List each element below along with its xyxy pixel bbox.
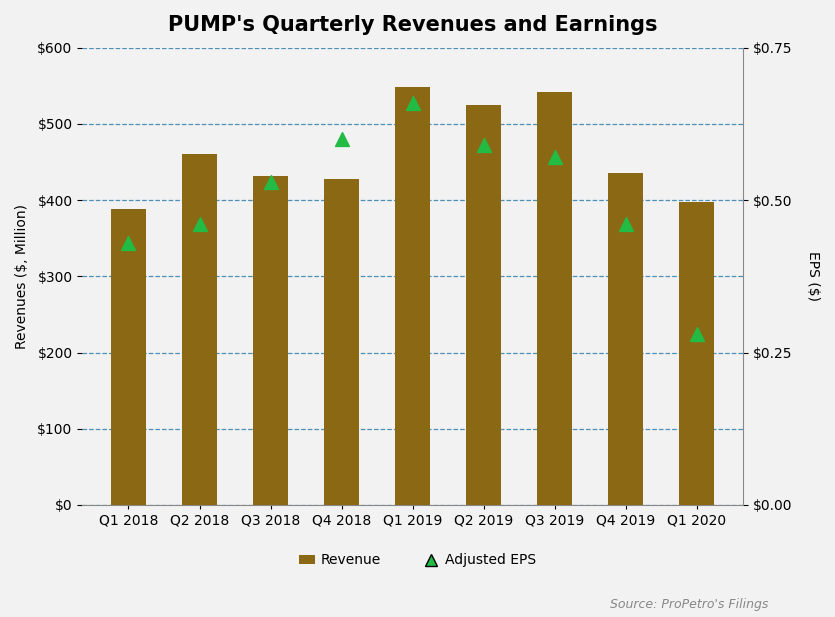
- Adjusted EPS: [122, 238, 135, 247]
- Adjusted EPS: [406, 97, 419, 107]
- Adjusted EPS: [193, 220, 206, 230]
- Legend: Revenue, Adjusted EPS: Revenue, Adjusted EPS: [293, 548, 542, 573]
- Y-axis label: EPS ($): EPS ($): [806, 251, 820, 301]
- Bar: [111, 209, 146, 505]
- Bar: [253, 176, 288, 505]
- Adjusted EPS: [335, 134, 348, 144]
- Y-axis label: Revenues ($, Million): Revenues ($, Million): [15, 204, 29, 349]
- Bar: [466, 105, 501, 505]
- Adjusted EPS: [264, 177, 277, 187]
- Title: PUMP's Quarterly Revenues and Earnings: PUMP's Quarterly Revenues and Earnings: [168, 15, 657, 35]
- Bar: [537, 92, 573, 505]
- Adjusted EPS: [690, 329, 703, 339]
- Bar: [608, 173, 644, 505]
- Adjusted EPS: [477, 140, 490, 150]
- Bar: [324, 179, 359, 505]
- Adjusted EPS: [619, 220, 632, 230]
- Bar: [679, 202, 715, 505]
- Text: Source: ProPetro's Filings: Source: ProPetro's Filings: [610, 598, 768, 611]
- Bar: [182, 154, 217, 505]
- Adjusted EPS: [548, 152, 561, 162]
- Bar: [395, 87, 430, 505]
